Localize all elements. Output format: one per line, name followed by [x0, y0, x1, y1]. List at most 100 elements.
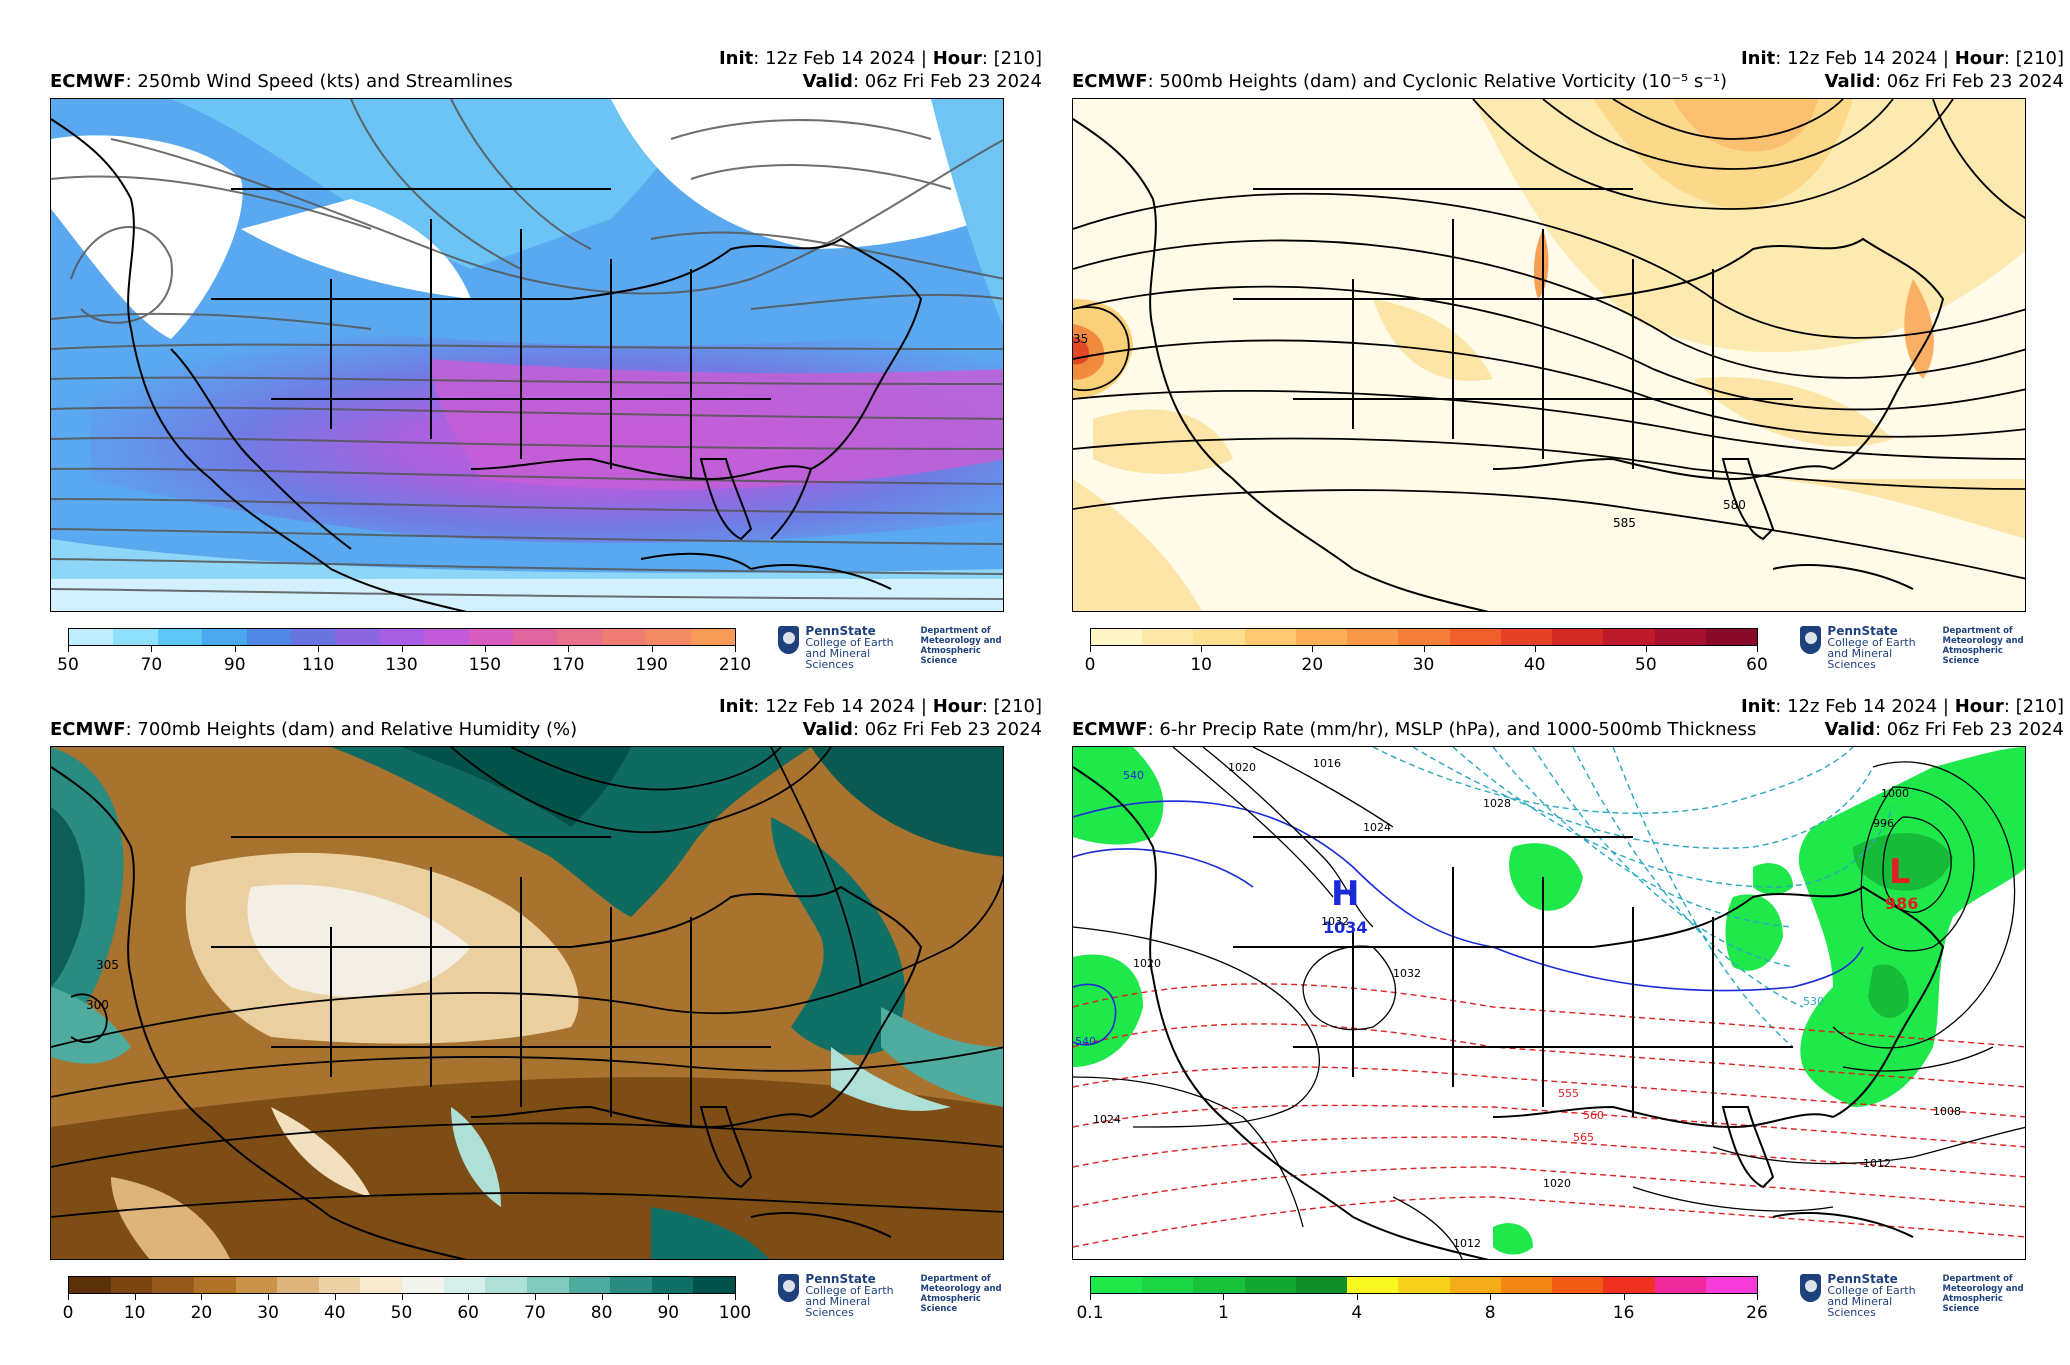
colorbar-tick-label: 130: [385, 655, 418, 675]
colorbar-tick-label: 100: [718, 1303, 752, 1323]
colorbar-tick-label: 150: [468, 655, 502, 675]
colorbar-segment: [601, 629, 647, 645]
isobar-label: 1000: [1881, 787, 1909, 800]
valid-line: Valid: 06z Fri Feb 23 2024: [802, 719, 1042, 740]
colorbar-tick-label: 60: [457, 1303, 480, 1323]
colorbar-tick-label: 10: [1190, 655, 1212, 675]
colorbar-segment: [379, 629, 425, 645]
valid-line: Valid: 06z Fri Feb 23 2024: [802, 71, 1042, 92]
colorbar-segment: [693, 1277, 735, 1293]
colorbar-segment: [1654, 1277, 1706, 1293]
vorticity-colorbar: [1090, 628, 1758, 646]
init-line: Init: 12z Feb 14 2024 | Hour: [210]: [1740, 696, 2064, 717]
colorbar-tick: [401, 646, 403, 652]
high-pressure-value: 1034: [1323, 918, 1368, 937]
thickness-label: 540: [1123, 769, 1144, 782]
colorbar-tick: [1623, 1294, 1625, 1300]
colorbar-tick: [1356, 1294, 1358, 1300]
pennstate-shield-icon: [778, 1274, 800, 1302]
colorbar-segment: [1193, 629, 1245, 645]
pennstate-logo: PennState College of Earth and Mineral Sci…: [1800, 1273, 2040, 1318]
colorbar-segment: [277, 1277, 319, 1293]
colorbar-tick: [1201, 646, 1203, 652]
colorbar-tick-label: 170: [552, 655, 585, 675]
isobar-label: 996: [1873, 817, 1894, 830]
colorbar-segment: [335, 629, 380, 645]
colorbar-tick-label: 40: [1523, 655, 1546, 675]
valid-line: Valid: 06z Fri Feb 23 2024: [1824, 71, 2064, 92]
colorbar-segment: [468, 629, 514, 645]
colorbar-segment: [1603, 1277, 1655, 1293]
colorbar-segment: [1603, 629, 1655, 645]
panel-250mb-wind: Init: 12z Feb 14 2024 | Hour: [210] Vali…: [50, 48, 1060, 688]
colorbar-tick: [668, 1294, 670, 1300]
init-line: Init: 12z Feb 14 2024 | Hour: [210]: [718, 48, 1042, 69]
isobar-label: 1012: [1863, 1157, 1891, 1170]
colorbar-segment: [69, 1277, 111, 1293]
colorbar-segment: [1347, 629, 1399, 645]
colorbar-tick: [151, 646, 153, 652]
init-line: Init: 12z Feb 14 2024 | Hour: [210]: [1740, 48, 2064, 69]
contour-label: 300: [86, 998, 109, 1012]
colorbar-tick-label: 20: [1301, 655, 1324, 675]
colorbar-segment: [69, 629, 114, 645]
colorbar-tick: [401, 1294, 403, 1300]
colorbar-segment: [1705, 629, 1758, 645]
colorbar-tick: [318, 646, 320, 652]
colorbar-segment: [557, 629, 602, 645]
pennstate-shield-icon: [1800, 626, 1822, 654]
wind-colorbar: [68, 628, 736, 646]
colorbar-tick: [68, 646, 69, 652]
panel-700mb-humidity: Init: 12z Feb 14 2024 | Hour: [210] Vali…: [50, 696, 1060, 1336]
colorbar-segment: [1705, 1277, 1758, 1293]
panel-title: ECMWF: 250mb Wind Speed (kts) and Stream…: [50, 71, 513, 92]
colorbar-tick-label: 60: [1746, 655, 1768, 675]
colorbar-segment: [1091, 1277, 1143, 1293]
colorbar-segment: [1244, 629, 1296, 645]
colorbar-segment: [690, 629, 736, 645]
colorbar-tick-label: 26: [1746, 1303, 1768, 1323]
colorbar-tick: [534, 1294, 536, 1300]
colorbar-tick: [201, 1294, 203, 1300]
colorbar-tick: [1757, 646, 1758, 652]
colorbar-segment: [291, 629, 336, 645]
high-pressure-symbol: H: [1331, 874, 1359, 914]
colorbar-tick-label: 40: [323, 1303, 346, 1323]
valid-line: Valid: 06z Fri Feb 23 2024: [1824, 719, 2064, 740]
colorbar-segment: [1500, 629, 1553, 645]
colorbar-tick: [601, 1294, 603, 1300]
colorbar-segment: [1449, 1277, 1501, 1293]
colorbar-segment: [157, 629, 203, 645]
pennstate-logo: PennState College of Earth and Mineral Sci…: [778, 625, 1018, 670]
colorbar-tick: [1757, 1294, 1758, 1300]
colorbar-segment: [1193, 1277, 1245, 1293]
colorbar-tick-label: 30: [1412, 655, 1435, 675]
colorbar-tick: [468, 1294, 470, 1300]
colorbar-tick: [735, 1294, 736, 1300]
colorbar-tick-label: 16: [1612, 1303, 1635, 1323]
colorbar-segment: [1552, 629, 1604, 645]
isobar-label: 1020: [1228, 761, 1256, 774]
isobar-label: 1024: [1093, 1113, 1121, 1126]
colorbar-segment: [1244, 1277, 1296, 1293]
panel-precip-mslp: Init: 12z Feb 14 2024 | Hour: [210] Vali…: [1072, 696, 2070, 1336]
colorbar-tick: [1312, 646, 1314, 652]
pennstate-shield-icon: [1800, 1274, 1822, 1302]
colorbar-segment: [1142, 629, 1194, 645]
panel-title: ECMWF: 500mb Heights (dam) and Cyclonic …: [1072, 71, 1728, 92]
colorbar-tick-label: 1: [1217, 1303, 1229, 1323]
humidity-colorbar: [68, 1276, 736, 1294]
isobar-label: 1032: [1393, 967, 1421, 980]
colorbar-segment: [646, 629, 691, 645]
colorbar-tick-label: 70: [524, 1303, 546, 1323]
wind-map-graphic: [51, 99, 1003, 611]
map-250mb-wind: [50, 98, 1004, 612]
colorbar-segment: [402, 1277, 444, 1293]
colorbar-segment: [235, 1277, 278, 1293]
colorbar-tick: [1223, 1294, 1225, 1300]
colorbar-segment: [1295, 1277, 1348, 1293]
contour-label: 585: [1613, 516, 1636, 530]
colorbar-tick-label: 8: [1484, 1303, 1496, 1323]
colorbar-segment: [193, 1277, 236, 1293]
colorbar-tick-label: 90: [657, 1303, 680, 1323]
